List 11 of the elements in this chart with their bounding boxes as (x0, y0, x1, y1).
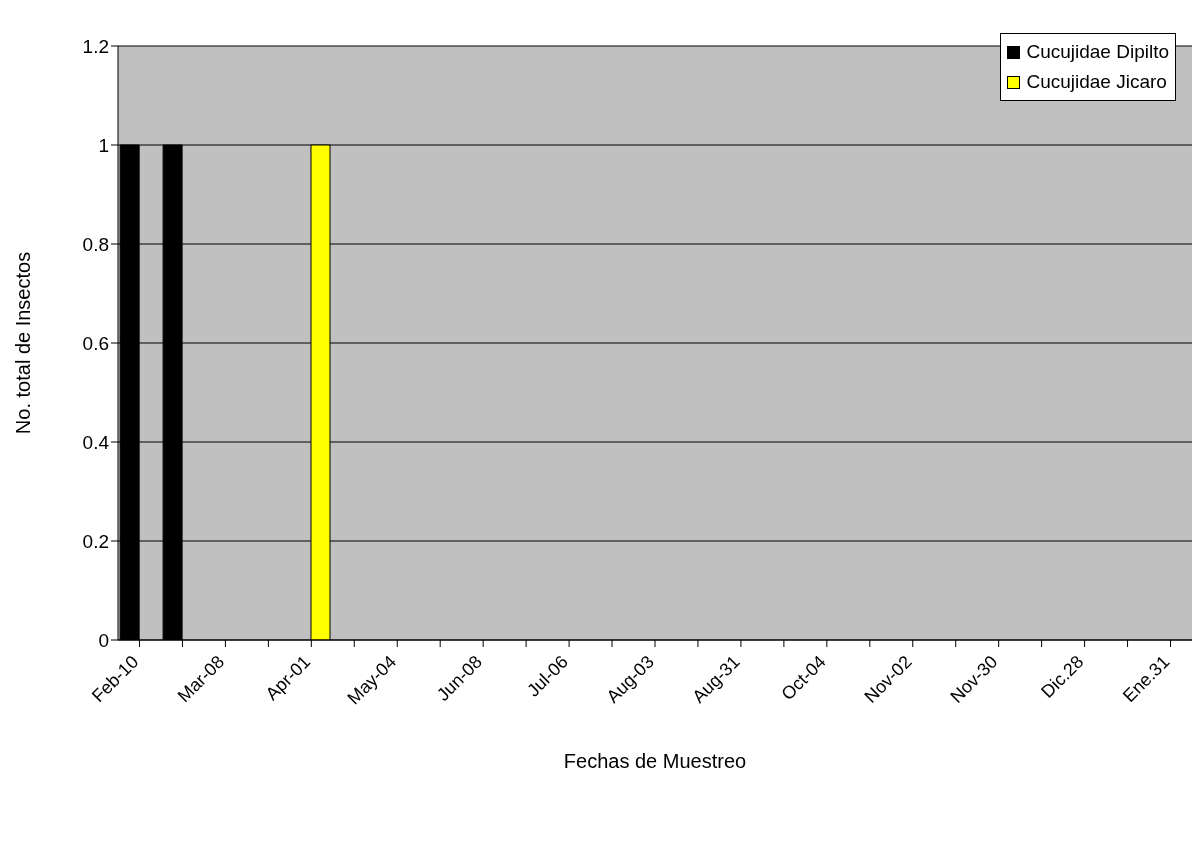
y-tick-label: 0 (98, 629, 109, 651)
y-tick-label: 0.8 (82, 233, 109, 255)
legend-label: Cucujidae Jicaro (1026, 70, 1167, 94)
legend-label: Cucujidae Dipilto (1026, 40, 1169, 64)
y-tick-label: 0.6 (82, 332, 109, 354)
y-tick-label: 1 (98, 134, 109, 156)
y-tick-label: 1.2 (82, 35, 109, 57)
x-axis-title: Fechas de Muestreo (563, 750, 747, 772)
y-tick-label: 0.4 (82, 431, 110, 453)
y-axis-title: No. total de Insectos (12, 251, 35, 435)
y-tick-label: 0.2 (82, 530, 109, 552)
